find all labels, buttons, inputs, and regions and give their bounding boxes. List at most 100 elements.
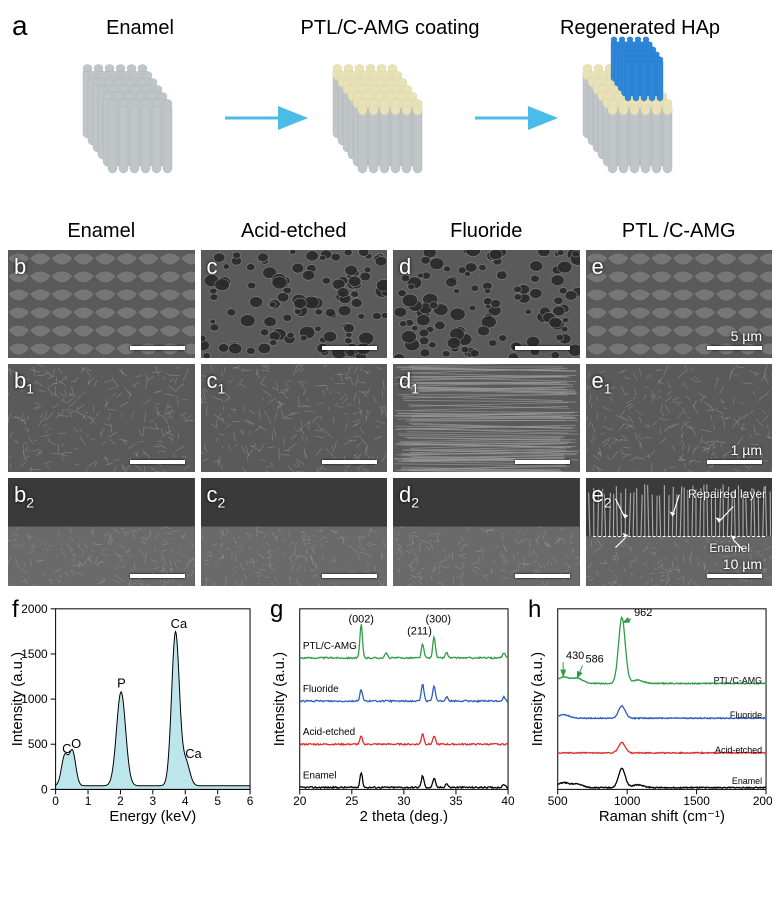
svg-text:2000: 2000 (753, 794, 772, 808)
svg-text:2: 2 (117, 794, 124, 808)
sem-image: e210 µmRepaired layerEnamel (586, 478, 773, 586)
sem-sublabel: d1 (399, 368, 419, 396)
sem-header: Acid-etched (201, 218, 388, 244)
svg-text:Ca: Ca (185, 746, 202, 761)
svg-text:P: P (117, 675, 126, 690)
svg-text:Raman shift (cm⁻¹): Raman shift (cm⁻¹) (599, 809, 725, 825)
sem-sublabel: e1 (592, 368, 612, 396)
svg-text:5: 5 (214, 794, 221, 808)
svg-text:Acid-etched: Acid-etched (303, 727, 355, 738)
svg-text:40: 40 (501, 794, 514, 808)
panel-a: a Enamel PTL/C-AMG coating Regenerated HAp (8, 8, 772, 218)
sem-sublabel: c2 (207, 482, 226, 510)
sem-image: e11 µm (586, 364, 773, 472)
svg-text:Enamel: Enamel (303, 770, 337, 781)
svg-text:2000: 2000 (21, 602, 48, 616)
svg-text:430: 430 (566, 650, 584, 662)
scale-bar (130, 460, 185, 464)
chart-h: h 500 1000 1500 2000 Raman shift (cm⁻¹) Inten… (524, 596, 772, 826)
svg-text:Fluoride: Fluoride (730, 710, 762, 720)
svg-text:962: 962 (634, 607, 652, 619)
svg-text:1: 1 (85, 794, 92, 808)
sem-header: Enamel (8, 218, 195, 244)
sem-image: c1 (201, 364, 388, 472)
chart-f: f 01234560500100015002000Energy (keV)Int… (8, 596, 256, 826)
chart-row: f 0 1 2 3 4 5 6 0 500 1000 1500 2000 Energy (keV) Int… (8, 596, 772, 826)
svg-text:500: 500 (28, 737, 48, 751)
svg-text:C: C (62, 741, 71, 756)
scale-bar (707, 346, 762, 350)
sem-image: d1 (393, 364, 580, 472)
scale-bar (322, 574, 377, 578)
scale-bar (515, 346, 570, 350)
svg-text:Ca: Ca (171, 616, 188, 631)
scale-bar (130, 574, 185, 578)
svg-text:Acid-etched: Acid-etched (715, 745, 762, 755)
svg-text:Intensity (a.u.): Intensity (a.u.) (530, 652, 546, 746)
sem-sublabel: e (592, 254, 604, 280)
svg-text:3: 3 (150, 794, 157, 808)
sem-sublabel: b1 (14, 368, 34, 396)
scale-bar (322, 346, 377, 350)
sem-sublabel: c (207, 254, 218, 280)
chart-f-svg: 01234560500100015002000Energy (keV)Inten… (8, 596, 256, 826)
svg-text:4: 4 (182, 794, 189, 808)
svg-text:PTL/C-AMG: PTL/C-AMG (714, 675, 763, 685)
svg-text:(300): (300) (426, 614, 451, 626)
svg-text:Fluoride: Fluoride (303, 684, 339, 695)
svg-text:0: 0 (52, 794, 59, 808)
panel-a-svg: Enamel PTL/C-AMG coating Regenerated HAp (8, 8, 772, 218)
scale-bar (515, 574, 570, 578)
svg-text:(002): (002) (348, 614, 373, 626)
scale-bar (707, 460, 762, 464)
sem-header: PTL /C-AMG (586, 218, 773, 244)
chart-h-svg: 500 1000 1500 2000 Raman shift (cm⁻¹) Intensi… (524, 596, 772, 826)
sem-sublabel: c1 (207, 368, 226, 396)
sem-image: b1 (8, 364, 195, 472)
svg-text:1000: 1000 (614, 794, 641, 808)
panel-a-label: a (12, 10, 28, 42)
scale-bar (322, 460, 377, 464)
sem-image: d (393, 250, 580, 358)
svg-text:PTL/C-AMG coating: PTL/C-AMG coating (301, 17, 480, 39)
svg-text:586: 586 (586, 654, 604, 666)
sem-sublabel: d2 (399, 482, 419, 510)
svg-text:PTL/C-AMG: PTL/C-AMG (303, 641, 357, 652)
svg-text:Intensity (a.u.): Intensity (a.u.) (10, 652, 26, 746)
scale-bar (130, 346, 185, 350)
svg-text:Enamel: Enamel (732, 776, 762, 786)
sem-image: e 5 µm (586, 250, 773, 358)
svg-text:0: 0 (41, 782, 48, 796)
scale-text: 5 µm (731, 328, 762, 344)
svg-text:20: 20 (293, 794, 307, 808)
chart-g-svg: 20 25 30 35 40 2 theta (deg.) Intensity (a.u.)… (266, 596, 514, 826)
sem-image: c (201, 250, 388, 358)
sem-sublabel: b (14, 254, 26, 280)
svg-text:500: 500 (548, 794, 568, 808)
svg-text:Intensity (a.u.): Intensity (a.u.) (272, 652, 288, 746)
figure-root: a Enamel PTL/C-AMG coating Regenerated HAp… (0, 0, 780, 834)
sem-sublabel: d (399, 254, 411, 280)
svg-text:2 theta (deg.): 2 theta (deg.) (360, 809, 449, 825)
svg-text:Regenerated HAp: Regenerated HAp (560, 17, 720, 39)
chart-g: g 20 25 30 35 40 2 theta (deg.) Intensity (a.u… (266, 596, 514, 826)
svg-text:30: 30 (397, 794, 411, 808)
sem-sublabel: b2 (14, 482, 34, 510)
sem-image: b (8, 250, 195, 358)
svg-text:1500: 1500 (683, 794, 710, 808)
svg-text:Energy (keV): Energy (keV) (109, 809, 196, 825)
svg-text:25: 25 (345, 794, 359, 808)
sem-grid: EnamelAcid-etchedFluoridePTL /C-AMG b c d e 5… (8, 218, 772, 586)
chart-f-label: f (12, 596, 19, 624)
sem-header: Fluoride (393, 218, 580, 244)
svg-text:O: O (71, 736, 81, 751)
sem-image: d2 (393, 478, 580, 586)
svg-text:Enamel: Enamel (106, 17, 174, 39)
svg-text:(211): (211) (407, 625, 432, 637)
chart-h-label: h (528, 596, 541, 624)
scale-bar (515, 460, 570, 464)
svg-text:6: 6 (247, 794, 254, 808)
svg-text:35: 35 (449, 794, 463, 808)
chart-g-label: g (270, 596, 283, 624)
sem-image: c2 (201, 478, 388, 586)
